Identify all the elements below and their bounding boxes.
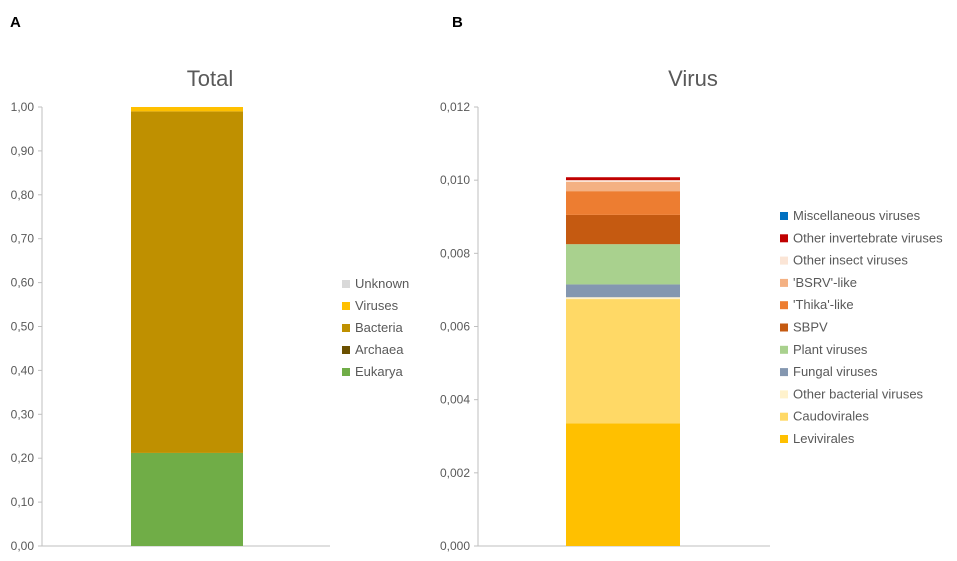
y-tick-label: 0,002 (440, 466, 470, 480)
bar-segment-bsrv-like (566, 181, 680, 192)
y-tick-label: 0,40 (11, 363, 35, 377)
legend-swatch-fungal-viruses (780, 368, 788, 377)
chart-title: Virus (668, 66, 718, 91)
legend-label-other-bacterial-viruses: Other bacterial viruses (793, 386, 924, 401)
y-tick-label: 0,008 (440, 246, 470, 260)
y-tick-label: 0,006 (440, 320, 470, 334)
bar-segment-other-insect-viruses (566, 180, 680, 182)
legend-swatch-caudovirales (780, 412, 788, 421)
legend-swatch-bacteria (342, 324, 350, 332)
legend-swatch-other-bacterial-viruses (780, 390, 788, 399)
legend-swatch-miscellaneous-viruses (780, 212, 788, 220)
legend-label-fungal-viruses: Fungal viruses (793, 364, 878, 379)
legend-label-levivirales: Levivirales (793, 431, 855, 446)
legend-swatch-viruses (342, 302, 350, 310)
bar-segment-other-bacterial-viruses (566, 297, 680, 300)
legend-label-other-invertebrate-viruses: Other invertebrate viruses (793, 230, 943, 245)
bar-segment-plant-viruses (566, 244, 680, 285)
y-tick-label: 0,60 (11, 276, 35, 290)
panel-b-letter: B (452, 14, 463, 31)
legend-label-sbpv: SBPV (793, 320, 828, 335)
y-tick-label: 0,00 (11, 539, 35, 553)
legend-swatch-other-invertebrate-viruses (780, 234, 788, 243)
legend-label-bsrv-like: 'BSRV'-like (793, 275, 857, 290)
y-tick-label: 0,10 (11, 495, 35, 509)
bar-segment-caudovirales (566, 299, 680, 424)
virus-chart: Virus 0,000 0,002 0,004 0,006 0,008 0,010 0,012… (440, 66, 943, 553)
bar-segment-fungal-viruses (566, 284, 680, 298)
bar-segment-other-invertebrate-viruses (566, 177, 680, 181)
legend-label-viruses: Viruses (355, 298, 399, 313)
legend-label-unknown: Unknown (355, 276, 409, 291)
legend-swatch-sbpv (780, 323, 788, 332)
legend-label-archaea: Archaea (355, 342, 404, 357)
bar-segment-viruses (131, 107, 243, 112)
legend-swatch-levivirales (780, 435, 788, 443)
y-tick-label: 0,010 (440, 173, 470, 187)
legend-swatch-plant-viruses (780, 345, 788, 354)
y-tick-label: 0,90 (11, 144, 35, 158)
panel-a-letter: A (10, 14, 21, 31)
legend-label-miscellaneous-viruses: Miscellaneous viruses (793, 208, 921, 223)
y-tick-label: 0,20 (11, 451, 35, 465)
y-tick-label: 0,004 (440, 393, 470, 407)
legend-label-bacteria: Bacteria (355, 320, 403, 335)
legend-label-thika-like: 'Thika'-like (793, 297, 854, 312)
bar-segment-sbpv (566, 214, 680, 245)
y-tick-label: 1,00 (11, 100, 35, 114)
legend-swatch-other-insect-viruses (780, 256, 788, 265)
y-tick-label: 0,30 (11, 407, 35, 421)
bar-segment-eukarya (131, 452, 243, 546)
legend-label-plant-viruses: Plant viruses (793, 342, 868, 357)
legend-label-caudovirales: Caudovirales (793, 409, 869, 424)
bar-segment-bacteria (131, 111, 243, 453)
legend-swatch-thika-like (780, 301, 788, 310)
y-tick-label: 0,80 (11, 188, 35, 202)
y-tick-label: 0,70 (11, 232, 35, 246)
legend-swatch-bsrv-like (780, 278, 788, 287)
legend-swatch-eukarya (342, 368, 350, 376)
chart-title: Total (187, 66, 233, 91)
legend-label-eukarya: Eukarya (355, 364, 403, 379)
bar-segment-thika-like (566, 191, 680, 215)
y-tick-label: 0,000 (440, 539, 470, 553)
y-tick-label: 0,012 (440, 100, 470, 114)
bar-segment-levivirales (566, 423, 680, 546)
total-chart: Total 0,00 0,10 0,20 0,30 0,40 0,50 0,60 0,70 0,8… (11, 66, 410, 553)
legend-swatch-unknown (342, 280, 350, 288)
y-tick-label: 0,50 (11, 320, 35, 334)
legend-swatch-archaea (342, 346, 350, 354)
legend-label-other-insect-viruses: Other insect viruses (793, 253, 908, 268)
